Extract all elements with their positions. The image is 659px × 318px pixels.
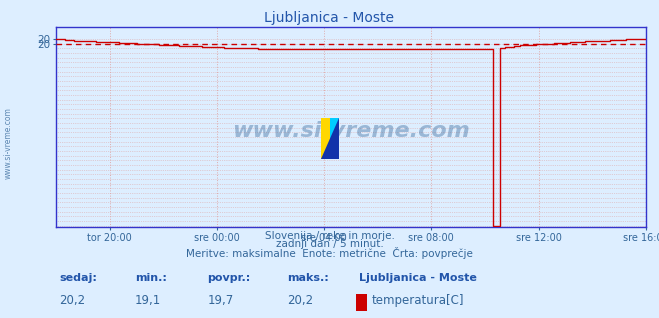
Polygon shape xyxy=(321,118,339,159)
Text: maks.:: maks.: xyxy=(287,273,328,283)
Text: povpr.:: povpr.: xyxy=(208,273,251,283)
Text: 20,2: 20,2 xyxy=(59,294,86,307)
Bar xyxy=(330,118,339,159)
Text: min.:: min.: xyxy=(135,273,167,283)
Text: zadnji dan / 5 minut.: zadnji dan / 5 minut. xyxy=(275,239,384,249)
Text: www.si-vreme.com: www.si-vreme.com xyxy=(232,121,470,141)
Text: 20,2: 20,2 xyxy=(287,294,313,307)
Text: Ljubljanica - Moste: Ljubljanica - Moste xyxy=(359,273,477,283)
Text: Meritve: maksimalne  Enote: metrične  Črta: povprečje: Meritve: maksimalne Enote: metrične Črta… xyxy=(186,247,473,259)
Text: Slovenija / reke in morje.: Slovenija / reke in morje. xyxy=(264,231,395,240)
Text: temperatura[C]: temperatura[C] xyxy=(372,294,464,307)
Bar xyxy=(321,118,330,159)
Text: www.si-vreme.com: www.si-vreme.com xyxy=(3,107,13,179)
Text: sedaj:: sedaj: xyxy=(59,273,97,283)
Text: Ljubljanica - Moste: Ljubljanica - Moste xyxy=(264,11,395,25)
Text: 19,1: 19,1 xyxy=(135,294,161,307)
Text: 19,7: 19,7 xyxy=(208,294,234,307)
